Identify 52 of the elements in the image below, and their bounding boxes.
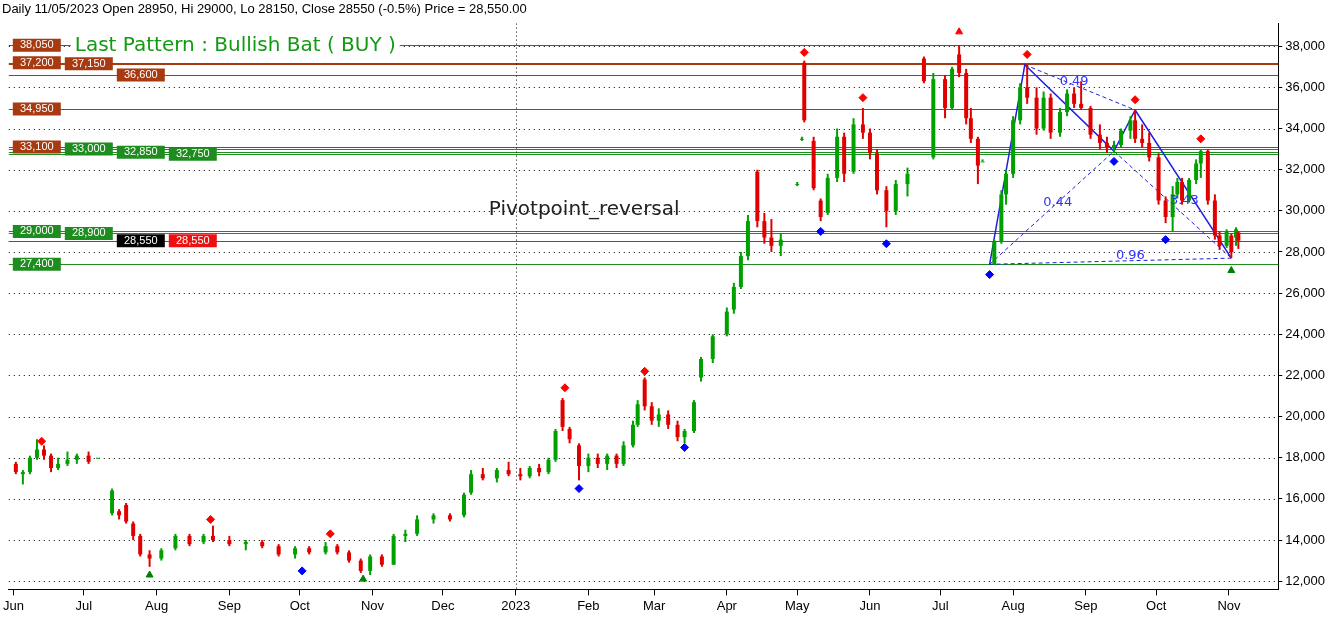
y-tick-label: 36,000 xyxy=(1285,78,1325,94)
annotation: Last Pattern : Bullish Bat ( BUY ) xyxy=(74,31,396,56)
y-tick-label: 30,000 xyxy=(1285,202,1325,218)
x-tick-label: Jun xyxy=(859,597,881,613)
x-tick-label: Oct xyxy=(289,597,311,613)
y-tick-label: 22,000 xyxy=(1285,367,1325,382)
x-tick-label: Jul xyxy=(932,597,949,613)
annotation: Pivotpoint_reversal xyxy=(488,195,680,220)
x-tick-label: Jul xyxy=(75,597,93,613)
x-tick-label: Sep xyxy=(217,597,241,613)
ref-line-label: 27,400 xyxy=(19,257,54,270)
ref-line-label: 37,150 xyxy=(71,56,106,69)
x-tick-label: May xyxy=(784,597,810,613)
x-tick-label: Oct xyxy=(1146,597,1167,613)
ref-line-label: 28,550 xyxy=(175,233,210,246)
ref-line-label: 36,600 xyxy=(123,68,158,81)
ref-line-label: 33,100 xyxy=(19,140,54,153)
x-tick-label: Dec xyxy=(431,597,455,613)
annotation: 0.49 xyxy=(1059,72,1089,88)
x-tick-label: Nov xyxy=(1217,597,1242,613)
x-tick-label: Aug xyxy=(145,597,169,613)
chart-title: Daily 11/05/2023 Open 28950, Hi 29000, Lo 28150, Close 28550 (-0.5%) Price = 28,550.00 xyxy=(2,1,527,17)
y-tick-label: 26,000 xyxy=(1285,284,1325,300)
x-tick-label: Nov xyxy=(360,597,385,613)
ref-line-label: 28,900 xyxy=(71,226,106,239)
x-tick-label: Apr xyxy=(716,597,738,613)
y-tick-label: 18,000 xyxy=(1285,449,1325,465)
x-tick-label: Sep xyxy=(1074,597,1098,613)
y-tick-label: 20,000 xyxy=(1285,408,1325,424)
y-tick-label: 38,000 xyxy=(1285,37,1325,53)
y-tick-label: 24,000 xyxy=(1285,325,1325,341)
x-tick-label: Aug xyxy=(1001,597,1025,613)
x-tick-label: 2023 xyxy=(501,597,531,613)
ref-line-label: 38,050 xyxy=(19,38,54,51)
ref-line-label: 34,950 xyxy=(19,102,54,115)
y-tick-label: 28,000 xyxy=(1285,243,1325,259)
y-tick-label: 32,000 xyxy=(1285,161,1325,177)
ref-line-label: 28,550 xyxy=(123,233,158,246)
y-tick-label: 12,000 xyxy=(1285,572,1325,588)
ref-line-label: 33,000 xyxy=(71,142,106,155)
ref-line-label: 32,850 xyxy=(123,145,158,158)
y-tick-label: 14,000 xyxy=(1285,531,1325,547)
x-tick-label: Feb xyxy=(577,597,600,613)
y-tick-label: 16,000 xyxy=(1285,490,1325,506)
annotation: 0.96 xyxy=(1115,247,1145,263)
ref-line-label: 37,200 xyxy=(19,55,54,68)
annotation: 0.44 xyxy=(1043,193,1073,209)
x-tick-label: Mar xyxy=(642,597,666,613)
y-tick-label: 34,000 xyxy=(1285,120,1325,136)
ref-line-label: 32,750 xyxy=(175,147,210,160)
ref-line-label: 29,000 xyxy=(19,224,54,237)
x-tick-label: Jun xyxy=(3,597,24,613)
